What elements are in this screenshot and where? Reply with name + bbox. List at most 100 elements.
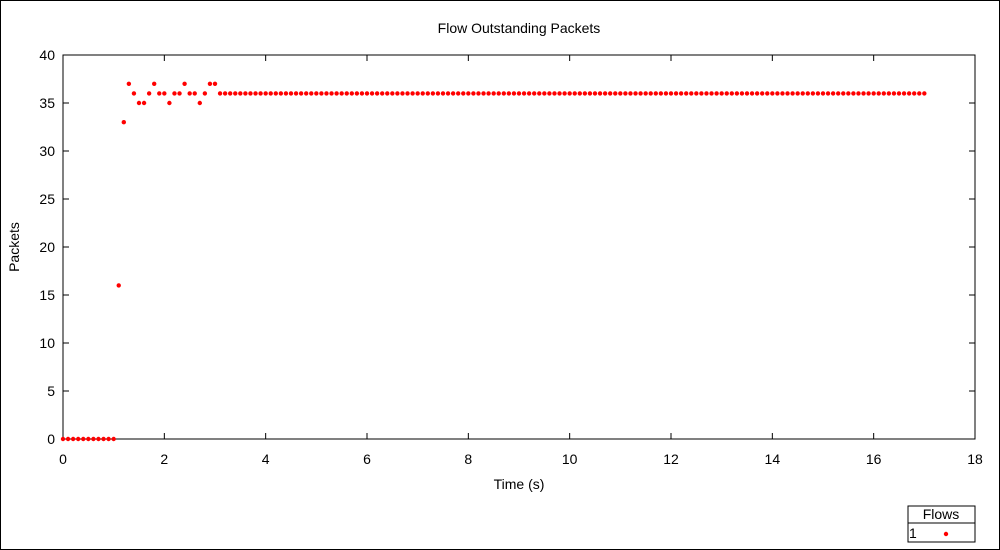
data-point bbox=[329, 91, 334, 96]
legend-entry-label: 1 bbox=[909, 525, 917, 541]
data-point bbox=[65, 436, 71, 442]
data-point bbox=[146, 91, 152, 96]
data-point bbox=[141, 100, 147, 106]
x-tick-label: 8 bbox=[464, 451, 472, 467]
x-tick-label: 4 bbox=[262, 451, 270, 467]
data-point bbox=[658, 91, 664, 96]
data-point bbox=[628, 91, 633, 96]
data-point bbox=[577, 91, 582, 96]
data-point bbox=[248, 91, 253, 96]
data-point bbox=[582, 91, 588, 96]
x-tick-label: 6 bbox=[363, 451, 371, 467]
y-tick-label: 5 bbox=[47, 383, 55, 399]
data-point bbox=[81, 436, 86, 442]
data-point bbox=[836, 91, 841, 96]
y-tick-label: 10 bbox=[39, 335, 55, 351]
data-point bbox=[896, 91, 902, 96]
data-point bbox=[749, 91, 755, 96]
data-point bbox=[739, 91, 745, 96]
data-point bbox=[501, 91, 506, 96]
data-point bbox=[319, 91, 324, 96]
y-axis: 0 5 10 15 20 25 30 35 40 bbox=[39, 47, 975, 447]
data-point bbox=[496, 91, 501, 96]
data-point bbox=[805, 91, 810, 96]
data-point bbox=[729, 91, 734, 96]
data-point bbox=[364, 91, 370, 96]
x-tick-label: 16 bbox=[866, 451, 882, 467]
data-point bbox=[638, 91, 643, 96]
data-point bbox=[567, 91, 572, 96]
data-point bbox=[380, 91, 385, 96]
data-point bbox=[369, 91, 375, 96]
data-point bbox=[187, 91, 192, 96]
data-point bbox=[562, 91, 567, 96]
data-point bbox=[704, 91, 709, 96]
legend-marker bbox=[943, 531, 949, 537]
data-point bbox=[314, 91, 319, 96]
data-point bbox=[374, 91, 380, 96]
data-point bbox=[420, 91, 425, 96]
y-tick-label: 25 bbox=[39, 191, 55, 207]
data-point bbox=[653, 91, 658, 96]
x-axis: 0 2 4 6 8 10 12 14 16 18 bbox=[59, 55, 983, 467]
data-point bbox=[709, 91, 714, 96]
data-point bbox=[288, 91, 294, 96]
data-point bbox=[304, 91, 309, 96]
data-point bbox=[856, 91, 861, 96]
data-point bbox=[785, 91, 790, 96]
data-point bbox=[825, 91, 831, 96]
data-point bbox=[207, 81, 213, 87]
data-point bbox=[410, 91, 415, 96]
data-point bbox=[901, 91, 907, 96]
data-point bbox=[597, 91, 603, 96]
data-point bbox=[876, 91, 881, 96]
data-point bbox=[511, 91, 517, 96]
data-point bbox=[461, 91, 466, 96]
data-point bbox=[91, 436, 96, 442]
x-axis-label: Time (s) bbox=[494, 476, 545, 492]
data-point bbox=[795, 91, 800, 96]
x-tick-label: 12 bbox=[663, 451, 679, 467]
data-point bbox=[851, 91, 856, 96]
data-point bbox=[344, 91, 349, 96]
data-point bbox=[694, 91, 699, 96]
data-point bbox=[334, 91, 339, 96]
data-point bbox=[592, 91, 598, 96]
data-point bbox=[136, 100, 142, 106]
data-point bbox=[719, 91, 724, 96]
data-point bbox=[162, 91, 167, 96]
data-point bbox=[253, 91, 258, 96]
data-point bbox=[76, 436, 81, 442]
data-point bbox=[385, 91, 390, 96]
data-point bbox=[775, 91, 780, 96]
data-point bbox=[349, 91, 354, 96]
data-point bbox=[537, 91, 542, 96]
data-point bbox=[212, 81, 218, 87]
data-point bbox=[440, 91, 446, 96]
data-point bbox=[912, 91, 917, 96]
data-point bbox=[552, 91, 557, 96]
y-tick-label: 40 bbox=[39, 47, 55, 63]
x-tick-label: 2 bbox=[160, 451, 168, 467]
data-point bbox=[157, 91, 162, 96]
data-points bbox=[60, 81, 927, 442]
data-point bbox=[542, 91, 547, 96]
data-point bbox=[273, 91, 278, 96]
data-point bbox=[602, 91, 608, 96]
data-point bbox=[222, 91, 228, 96]
data-point bbox=[258, 91, 263, 96]
data-point bbox=[395, 91, 400, 96]
data-point bbox=[557, 91, 562, 96]
data-point bbox=[126, 81, 132, 87]
data-point bbox=[481, 91, 486, 96]
data-point bbox=[405, 91, 410, 96]
data-point bbox=[765, 91, 770, 96]
legend-title: Flows bbox=[923, 506, 960, 522]
data-point bbox=[167, 100, 172, 106]
data-point bbox=[917, 91, 922, 96]
data-point bbox=[111, 436, 116, 442]
data-point bbox=[121, 120, 127, 125]
data-point bbox=[116, 283, 121, 288]
x-tick-label: 14 bbox=[765, 451, 781, 467]
